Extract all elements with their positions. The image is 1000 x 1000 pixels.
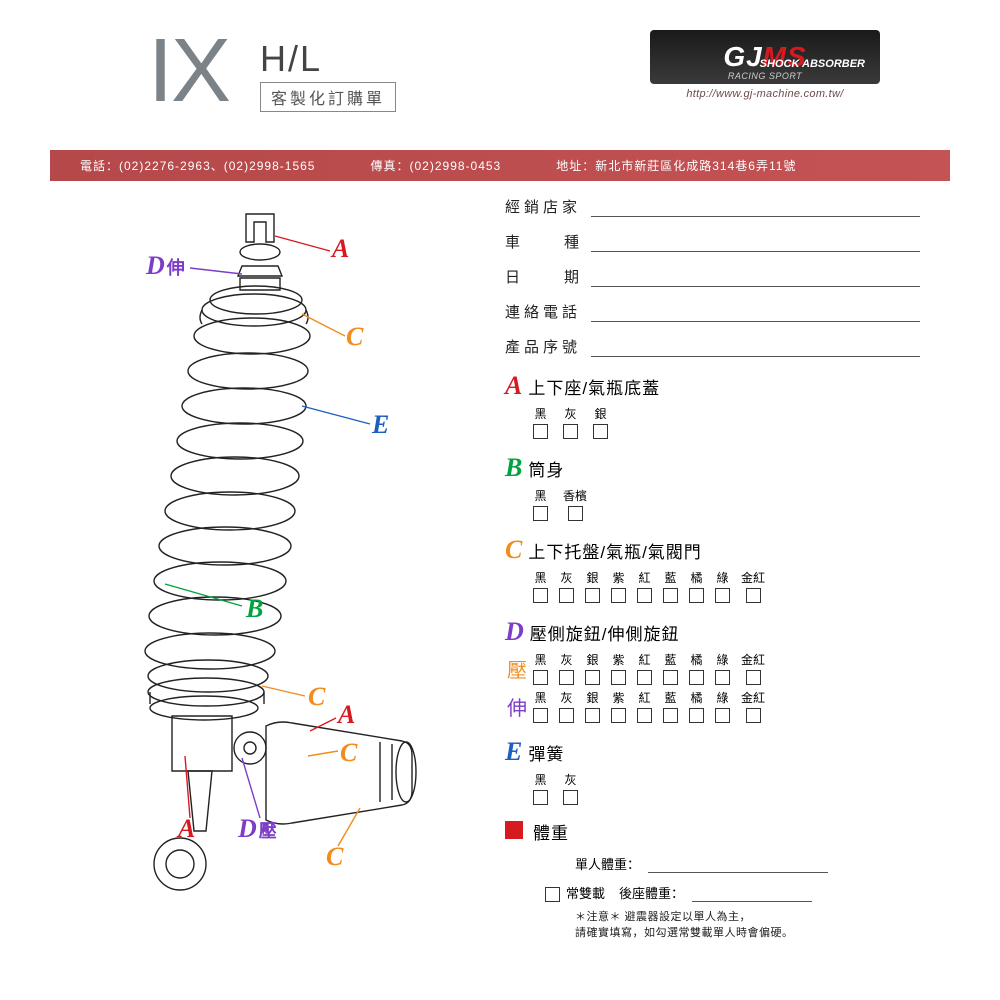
color-option[interactable]: 綠 <box>715 569 730 603</box>
section-a: A上下座/氣瓶底蓋 黑灰銀 <box>505 371 920 439</box>
contact-bar: 電話：(02)2276-2963、(02)2998-1565 傳真：(02)29… <box>50 150 950 181</box>
color-option[interactable]: 銀 <box>593 405 608 439</box>
section-c: C上下托盤/氣瓶/氣閥門 黑灰銀紫紅藍橘綠金紅 <box>505 535 920 603</box>
color-option[interactable]: 紫 <box>611 569 626 603</box>
color-option[interactable]: 紫 <box>611 651 626 685</box>
section-b-letter: B <box>505 453 522 483</box>
callout-c-res2: C <box>326 842 343 872</box>
color-option[interactable]: 香檳 <box>563 487 587 521</box>
color-option[interactable]: 橘 <box>689 651 704 685</box>
color-option[interactable]: 灰 <box>559 569 574 603</box>
section-a-title: 上下座/氣瓶底蓋 <box>528 374 660 399</box>
variant: H/L <box>260 38 322 80</box>
field-phone[interactable]: 連絡電話 <box>505 301 920 322</box>
section-c-title: 上下托盤/氣瓶/氣閥門 <box>528 538 701 563</box>
callout-c-top: C <box>346 322 363 352</box>
color-option[interactable]: 銀 <box>585 651 600 685</box>
callout-c-res1: C <box>340 738 357 768</box>
address: 地址：新北市新莊區化成路314巷6弄11號 <box>556 157 796 174</box>
dual-checkbox[interactable] <box>545 887 560 902</box>
color-option[interactable]: 金紅 <box>741 651 765 685</box>
section-w-title: 體重 <box>533 819 569 844</box>
callout-d-ext: D伸 <box>146 251 185 281</box>
dual-weight-row[interactable]: 常雙載 後座體重： <box>545 883 920 902</box>
color-option[interactable]: 紅 <box>637 569 652 603</box>
color-option[interactable]: 銀 <box>585 689 600 723</box>
d-row1-prefix: 壓 <box>507 654 531 683</box>
section-b-title: 筒身 <box>528 456 564 481</box>
callout-b: B <box>246 594 263 624</box>
callout-d-comp: D壓 <box>238 814 277 844</box>
weight-marker-icon <box>505 821 523 839</box>
single-weight-row[interactable]: 單人體重： <box>575 854 920 873</box>
color-option[interactable]: 藍 <box>663 689 678 723</box>
color-option[interactable]: 灰 <box>559 689 574 723</box>
fax: 傳真：(02)2998-0453 <box>370 157 501 174</box>
section-e-letter: E <box>505 737 522 767</box>
color-option[interactable]: 橘 <box>689 569 704 603</box>
color-option[interactable]: 紫 <box>611 689 626 723</box>
color-option[interactable]: 黑 <box>533 689 548 723</box>
d-row2-prefix: 伸 <box>507 692 531 721</box>
color-option[interactable]: 灰 <box>559 651 574 685</box>
section-d-letter: D <box>505 617 524 647</box>
color-option[interactable]: 黑 <box>533 651 548 685</box>
color-option[interactable]: 金紅 <box>741 569 765 603</box>
model-name: IX <box>148 20 229 123</box>
color-option[interactable]: 綠 <box>715 651 730 685</box>
color-option[interactable]: 綠 <box>715 689 730 723</box>
shock-diagram: A D伸 C E B C A C C D壓 A <box>50 196 490 936</box>
section-d: D壓側旋鈕/伸側旋鈕 壓黑灰銀紫紅藍橘綠金紅 伸黑灰銀紫紅藍橘綠金紅 <box>505 617 920 723</box>
callout-e: E <box>372 410 389 440</box>
callout-a-top: A <box>332 234 349 264</box>
field-model[interactable]: 車種 <box>505 231 920 252</box>
color-option[interactable]: 藍 <box>663 651 678 685</box>
color-option[interactable]: 黑 <box>533 569 548 603</box>
section-e: E彈簧 黑灰 <box>505 737 920 805</box>
color-option[interactable]: 銀 <box>585 569 600 603</box>
color-option[interactable]: 黑 <box>533 771 548 805</box>
brand-url: http://www.gj-machine.com.tw/ <box>650 88 880 100</box>
section-d-title: 壓側旋鈕/伸側旋鈕 <box>530 620 680 645</box>
section-weight: 體重 單人體重： 常雙載 後座體重： ＊注意＊ 避震器設定以單人為主，請確實填寫… <box>505 819 920 940</box>
color-option[interactable]: 藍 <box>663 569 678 603</box>
section-c-letter: C <box>505 535 522 565</box>
color-option[interactable]: 紅 <box>637 689 652 723</box>
color-option[interactable]: 灰 <box>563 771 578 805</box>
weight-note: ＊注意＊ 避震器設定以單人為主，請確實填寫，如勾選常雙載單人時會偏硬。 <box>575 908 920 940</box>
header: IX H/L 客製化訂購單 GJMS SHOCK ABSORBER RACING… <box>50 30 950 150</box>
color-option[interactable]: 紅 <box>637 651 652 685</box>
field-date[interactable]: 日期 <box>505 266 920 287</box>
field-serial[interactable]: 產品序號 <box>505 336 920 357</box>
color-option[interactable]: 灰 <box>563 405 578 439</box>
section-b: B筒身 黑香檳 <box>505 453 920 521</box>
color-option[interactable]: 黑 <box>533 487 548 521</box>
color-option[interactable]: 黑 <box>533 405 548 439</box>
brand-block: GJMS SHOCK ABSORBER RACING SPORT http://… <box>650 30 880 100</box>
color-option[interactable]: 金紅 <box>741 689 765 723</box>
color-option[interactable]: 橘 <box>689 689 704 723</box>
field-dealer[interactable]: 經銷店家 <box>505 196 920 217</box>
callout-c-low: C <box>308 682 325 712</box>
section-a-letter: A <box>505 371 522 401</box>
subtitle: 客製化訂購單 <box>260 82 396 112</box>
callout-a-res: A <box>338 700 355 730</box>
order-form: 經銷店家 車種 日期 連絡電話 產品序號 A上下座/氣瓶底蓋 黑灰銀 B筒身 黑… <box>505 196 950 940</box>
section-e-title: 彈簧 <box>528 740 564 765</box>
brand-logo: GJMS SHOCK ABSORBER RACING SPORT <box>650 30 880 84</box>
callout-a-bot: A <box>178 814 195 844</box>
phone: 電話：(02)2276-2963、(02)2998-1565 <box>80 157 315 174</box>
